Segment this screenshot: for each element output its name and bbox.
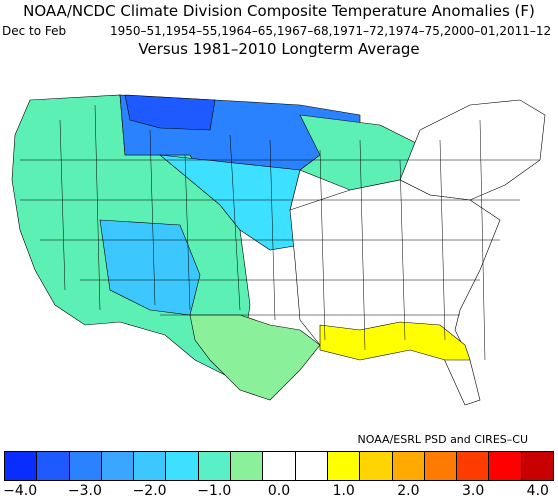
us-climate-division-map [11, 94, 546, 406]
legend-swatch [101, 452, 135, 480]
legend-tick-label: 4.0 [526, 483, 549, 499]
years-label: 1950–51,1954–55,1964–65,1967–68,1971–72,… [110, 24, 552, 38]
division-lines [20, 104, 540, 361]
texas-region [189, 314, 321, 401]
legend-swatch [521, 452, 554, 480]
legend-swatch [457, 452, 490, 480]
color-legend [4, 451, 554, 481]
legend-swatch [489, 452, 522, 480]
legend-tick-label: 3.0 [461, 483, 485, 499]
legend-swatch [69, 452, 102, 480]
credit-label: NOAA/ESRL PSD and CIRES–CU [357, 433, 528, 446]
legend-swatch [198, 452, 232, 480]
legend-swatch [166, 452, 199, 480]
montana-dark [124, 94, 216, 131]
baseline-label: Versus 1981–2010 Longterm Average [138, 40, 420, 58]
legend-swatch [263, 452, 296, 480]
central-plains-region [159, 154, 301, 251]
legend-tick-label: 0.0 [267, 483, 291, 499]
legend-tick-label: 1.0 [332, 483, 355, 499]
northeast-region [399, 99, 546, 201]
legend-swatch [231, 452, 264, 480]
gulf-coast-region [319, 321, 471, 361]
legend-swatch [295, 452, 328, 480]
period-label: Dec to Feb [2, 24, 67, 38]
legend-swatch [392, 452, 425, 480]
legend-tick-label: −1.0 [197, 483, 232, 499]
legend-ticks: −4.0 −3.0 −2.0 −1.0 0.0 1.0 2.0 3.0 4.0 [3, 483, 554, 500]
legend-tick-label: −3.0 [67, 483, 102, 499]
legend-tick-label: 2.0 [397, 483, 420, 499]
legend-swatch [5, 452, 38, 480]
legend-swatch [360, 452, 393, 480]
legend-swatch [327, 452, 361, 480]
legend-swatch [424, 452, 458, 480]
legend-tick-label: −4.0 [3, 483, 38, 499]
map-title: NOAA/NCDC Climate Division Composite Tem… [23, 2, 535, 20]
legend-swatch [37, 452, 70, 480]
legend-swatch [134, 452, 167, 480]
legend-tick-label: −2.0 [132, 483, 167, 499]
